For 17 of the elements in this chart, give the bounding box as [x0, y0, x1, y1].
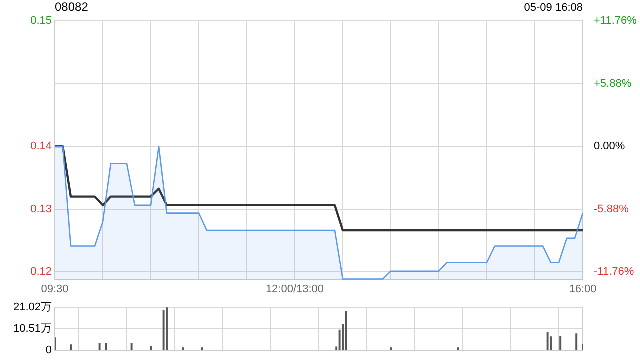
y-tick-label: 0: [46, 344, 52, 356]
chart-title: 08082: [55, 0, 88, 14]
y2-tick-label: +11.76%: [594, 15, 638, 28]
x-tick-label: 12:00/13:00: [266, 284, 324, 296]
y2-tick-label: -5.88%: [594, 203, 630, 216]
y2-tick-label: +5.88%: [594, 78, 632, 90]
y-tick-label: 21.02万: [13, 302, 52, 314]
chart-subtitle: 05-09 16:08: [524, 2, 583, 14]
y-tick-label: 10.51万: [13, 323, 52, 336]
x-tick-label: 16:00: [569, 284, 597, 296]
y-tick-label: 0.13: [30, 203, 52, 216]
y2-tick-label: 0.00%: [594, 140, 626, 153]
y2-tick-label: -11.76%: [594, 266, 634, 278]
x-tick-label: 09:30: [41, 284, 69, 296]
y-tick-label: 0.14: [30, 140, 52, 153]
y-tick-label: 0.15: [30, 15, 52, 28]
y-tick-label: 0.12: [30, 266, 52, 278]
